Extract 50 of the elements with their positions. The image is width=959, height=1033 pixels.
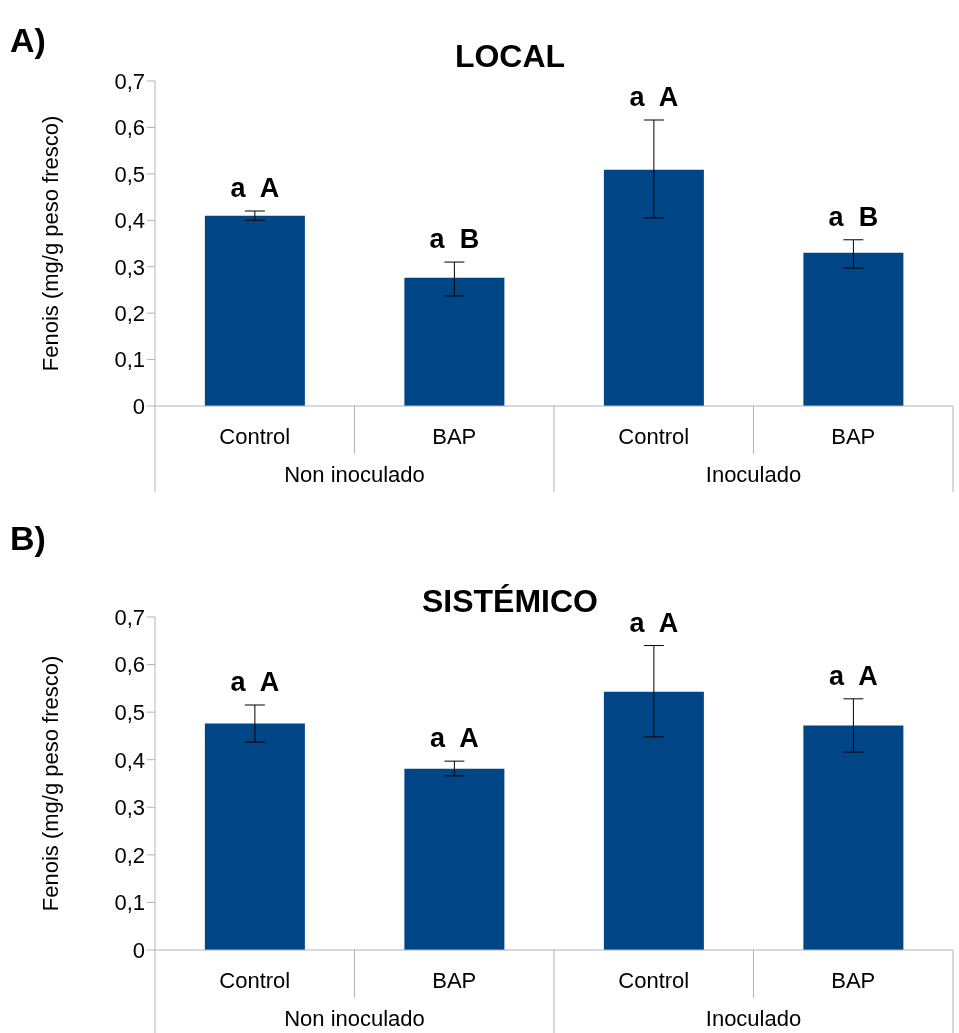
y-tick-label: 0 (132, 937, 145, 963)
y-tick-label: 0,6 (114, 115, 145, 141)
bar (803, 252, 904, 406)
bar (204, 723, 305, 950)
text: Inoculado (705, 462, 802, 487)
x-tick-label: Control (618, 968, 690, 993)
y-tick-label: 0,1 (114, 890, 145, 916)
x-tick-label: BAP (831, 968, 876, 993)
x-tick-label: BAP (831, 424, 876, 449)
chart-title: SISTÉMICO (421, 583, 599, 619)
bar (204, 215, 305, 406)
bar (603, 169, 704, 406)
text: Non inoculado (284, 462, 425, 487)
y-axis-title: Fenois (mg/g peso fresco) (38, 655, 63, 912)
y-tick-label: 0,2 (114, 300, 145, 326)
y-tick-label: 0,3 (114, 254, 145, 280)
text: Non inoculado (284, 1006, 425, 1031)
y-tick-label: 0,7 (114, 604, 145, 630)
y-tick-label: 0,4 (114, 208, 145, 234)
data-label: a B (429, 224, 480, 255)
bar (404, 277, 505, 406)
y-tick-label: 0,5 (114, 699, 145, 725)
y-tick-label: 0,4 (114, 747, 145, 773)
x-tick-label: BAP (432, 968, 477, 993)
y-tick-label: 0,3 (114, 795, 145, 821)
text: Inoculado (705, 1006, 802, 1031)
data-label: a A (629, 82, 679, 112)
y-tick-label: 0,1 (114, 347, 145, 373)
data-label: a A (230, 667, 280, 698)
bar (803, 725, 904, 950)
text: A) (10, 21, 46, 59)
text: B) (10, 519, 46, 557)
data-label: a A (829, 660, 878, 691)
y-tick-label: 0,7 (114, 68, 145, 94)
bar (404, 768, 505, 950)
data-label: a A (430, 723, 479, 754)
y-tick-label: 0,2 (114, 842, 145, 868)
y-tick-label: 0,5 (114, 161, 145, 187)
y-tick-label: 0 (132, 393, 145, 419)
data-label: a A (230, 173, 280, 203)
y-tick-label: 0,6 (114, 652, 145, 678)
x-tick-label: Control (219, 968, 291, 993)
y-axis-title: Fenois (mg/g peso fresco) (38, 115, 63, 372)
x-tick-label: Control (219, 424, 291, 449)
bar (603, 691, 704, 950)
data-label: a A (629, 607, 679, 638)
chart-title: LOCAL (454, 38, 566, 74)
x-tick-label: Control (618, 424, 690, 449)
x-tick-label: BAP (432, 424, 477, 449)
data-label: a B (828, 201, 879, 232)
